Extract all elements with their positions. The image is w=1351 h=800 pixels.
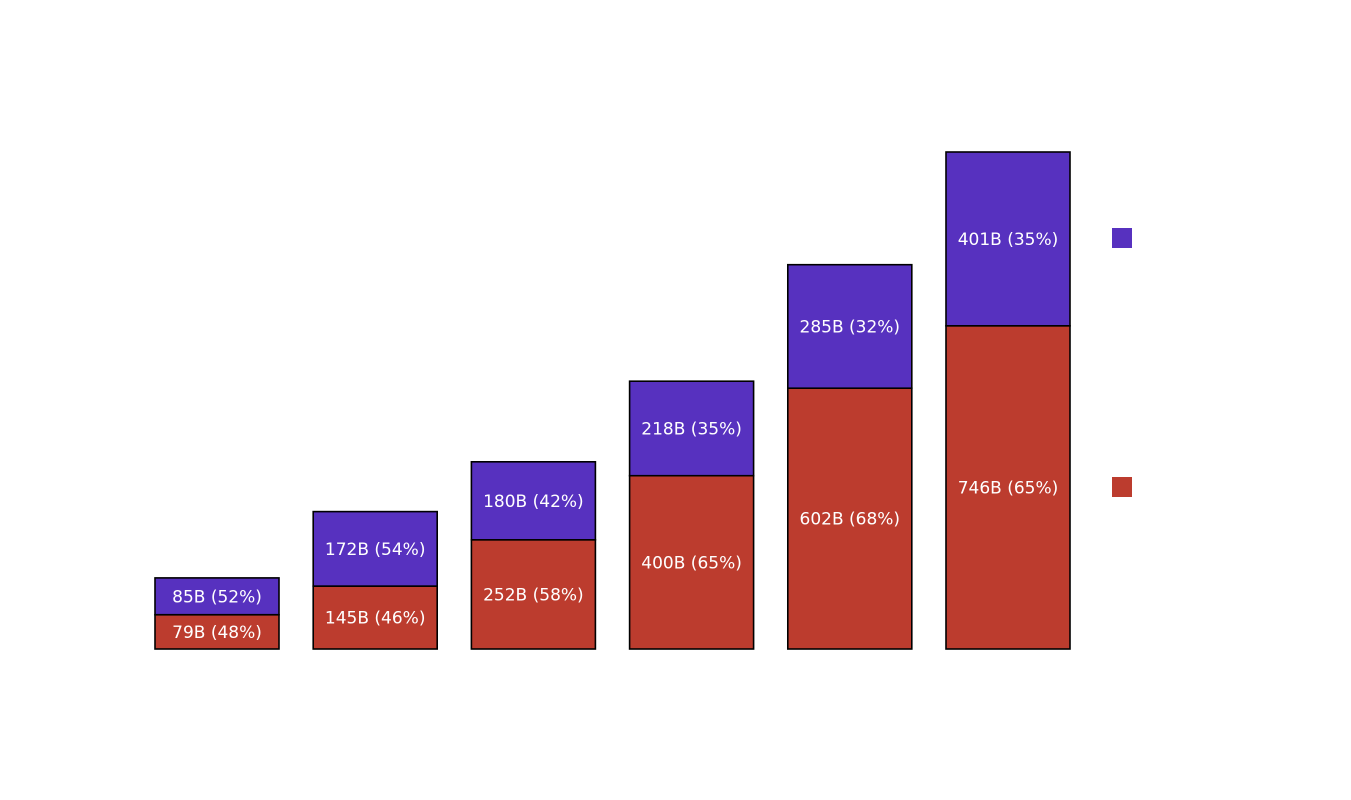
bar-segment-s0-c5 (945, 324, 1071, 650)
bar-label-s1-c1: 172B (54%) (325, 540, 426, 560)
bar-segment-s0-c0 (154, 613, 280, 650)
legend-swatch-s0 (1112, 477, 1132, 497)
bar-label-s1-c3: 218B (35%) (641, 419, 742, 439)
bar-label-s1-c5: 401B (35%) (958, 230, 1059, 250)
legend (1112, 228, 1132, 497)
bar-segment-s1-c5 (945, 151, 1071, 327)
bar-segment-s1-c4 (786, 263, 913, 390)
bar-label-s0-c4: 602B (68%) (800, 510, 901, 530)
bar-segment-s1-c0 (154, 577, 280, 616)
bar-label-s0-c3: 400B (65%) (641, 553, 742, 573)
bar-segment-s1-c1 (312, 510, 439, 587)
bar-label-s0-c5: 746B (65%) (958, 478, 1059, 498)
bar-label-s1-c4: 285B (32%) (800, 317, 901, 337)
bar-label-s0-c0: 79B (48%) (172, 623, 262, 643)
bar-label-s0-c2: 252B (58%) (483, 585, 584, 605)
legend-swatch-s1 (1112, 228, 1132, 248)
bar-segment-s1-c3 (628, 380, 755, 477)
bar-segment-s0-c4 (786, 387, 913, 650)
bar-label-s1-c2: 180B (42%) (483, 492, 584, 512)
bar-segment-s1-c2 (470, 460, 597, 541)
bar-segment-s0-c2 (470, 538, 597, 650)
bar-segment-s0-c3 (628, 474, 755, 650)
bars-group: 79B (48%) 85B (52%) 145B (46%) 172B (54%) 25… (154, 151, 1071, 650)
bar-label-s1-c0: 85B (52%) (172, 587, 262, 607)
bar-label-s0-c1: 145B (46%) (325, 609, 426, 629)
